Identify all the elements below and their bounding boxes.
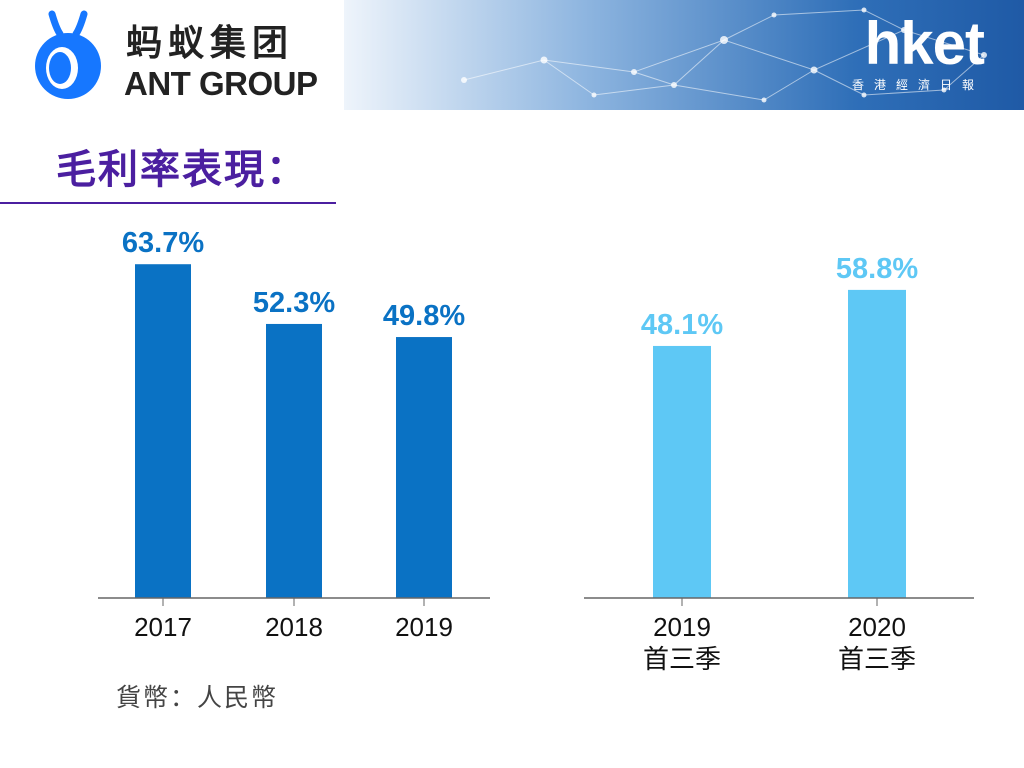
ant-group-chinese-name: 蚂蚁集团: [126, 23, 295, 64]
annual-x-tick-label-2019: 2019: [395, 612, 453, 642]
quarterly-bar-2020: [848, 289, 906, 598]
quarterly-x-tick-label-2019-line2: 首三季: [643, 644, 721, 674]
annual-value-label-2019: 49.8%: [383, 300, 465, 332]
ant-group-english-name: ANT GROUP: [124, 65, 318, 102]
ant-group-logo: 蚂蚁集团 ANT GROUP: [30, 10, 340, 102]
quarterly-value-label-2019: 48.1%: [641, 309, 723, 341]
annual-value-label-2018: 52.3%: [253, 287, 335, 319]
annual-x-tick-label-2018: 2018: [265, 612, 323, 642]
quarterly-bar-2019: [653, 345, 711, 598]
quarterly-value-label-2020: 58.8%: [836, 253, 918, 285]
quarterly-x-tick-label-2019: 2019: [653, 612, 711, 642]
hket-subtitle: 香港經濟日報: [851, 78, 984, 92]
title-underline: [0, 202, 336, 204]
annual-value-label-2017: 63.7%: [122, 227, 204, 259]
currency-note: 貨幣：人民幣: [116, 683, 279, 712]
header-banner: hket 香港經濟日報: [344, 0, 1024, 110]
annual-bar-2017: [135, 264, 191, 598]
quarterly-x-tick-label-2020: 2020: [848, 612, 906, 642]
annual-x-tick-label-2017: 2017: [134, 612, 192, 642]
annual-bar-2019: [396, 337, 452, 598]
ant-mascot-icon: [35, 10, 101, 99]
hket-logo: hket 香港經濟日報: [851, 10, 985, 93]
hket-wordmark: hket: [864, 10, 985, 77]
quarterly-x-tick-label-2020-line2: 首三季: [838, 644, 916, 674]
annual-bar-2018: [266, 323, 322, 598]
network-background-graphic: [461, 7, 987, 103]
page-title: 毛利率表現：: [56, 147, 308, 193]
